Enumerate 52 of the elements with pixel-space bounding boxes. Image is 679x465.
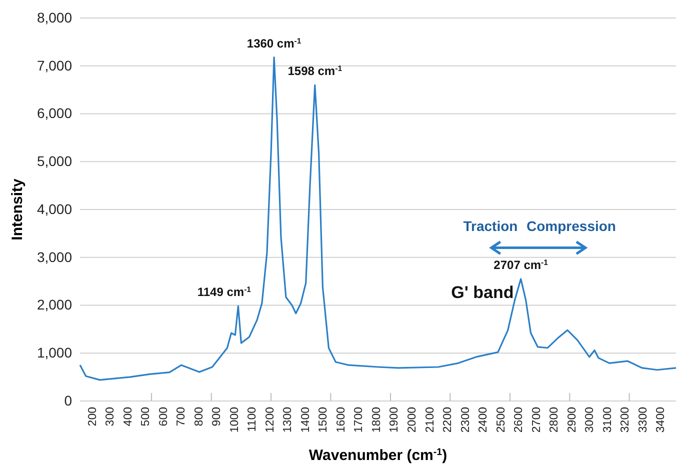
- x-tick-label: 3400: [655, 407, 668, 433]
- x-tick-label: 1500: [318, 407, 330, 433]
- y-tick-label: 3,000: [36, 248, 72, 265]
- x-tick-label: 200: [86, 407, 99, 426]
- annotation: 1360 cm$^{-1}$: [246, 36, 302, 50]
- x-axis-title: Wavenumber (cm$^{-1}$): [308, 446, 448, 464]
- x-tick-label: 1800: [370, 407, 383, 433]
- x-tick-label: 1300: [282, 407, 294, 433]
- x-tick-label: 3200: [620, 407, 632, 433]
- y-tick-label: 4,000: [36, 200, 72, 217]
- y-tick-label: 8,000: [36, 9, 72, 26]
- x-tick-label: 2200: [442, 407, 454, 433]
- x-tick-label: 3300: [637, 407, 650, 433]
- x-tick-label: 300: [104, 407, 117, 426]
- line-series: [79, 56, 677, 381]
- x-tick-label: 1900: [388, 407, 401, 433]
- annotation: Traction: [463, 218, 518, 234]
- x-tick-label: 2100: [424, 407, 436, 433]
- x-tick-label: 700: [176, 407, 188, 426]
- x-tick-label: 600: [158, 407, 170, 426]
- y-tick-label: 5,000: [36, 153, 72, 170]
- x-tick-label: 800: [193, 407, 206, 426]
- y-tick-label: 6,000: [36, 105, 72, 122]
- annotation: 1598 cm$^{-1}$: [288, 64, 343, 78]
- x-tick-label: 500: [140, 407, 152, 426]
- annotation: G' band: [451, 283, 514, 302]
- x-tick-label: 3000: [584, 407, 596, 433]
- x-tick-label: 2400: [478, 407, 490, 433]
- x-tick-label: 2600: [513, 407, 526, 433]
- x-tick-label: 2700: [530, 407, 543, 433]
- x-tick-label: 2500: [495, 407, 508, 433]
- x-tick-label: 1400: [300, 407, 312, 433]
- y-tick-label: 7,000: [36, 57, 72, 74]
- annotation: 2707 cm$^{-1}$: [494, 257, 549, 272]
- x-tick-label: 3100: [602, 407, 614, 433]
- x-tick-label: 2900: [566, 407, 578, 433]
- y-tick-label: 1,000: [36, 344, 72, 361]
- x-tick-label: 2800: [548, 407, 561, 433]
- y-tick-label: 0: [64, 392, 72, 408]
- x-tick-label: 1000: [228, 407, 241, 433]
- x-tick-label: 1600: [335, 407, 348, 433]
- y-tick-label: 2,000: [36, 296, 72, 313]
- annotation: Compression: [526, 218, 616, 234]
- x-tick-label: 1200: [264, 407, 276, 433]
- x-tick-label: 2000: [406, 407, 418, 433]
- y-axis-title: Intensity: [9, 178, 26, 240]
- annotation: 1149 cm$^{-1}$: [197, 284, 252, 300]
- x-tick-label: 400: [122, 407, 134, 426]
- x-tick-label: 1700: [353, 407, 366, 433]
- x-tick-label: 1100: [246, 407, 259, 432]
- x-tick-label: 2300: [460, 407, 472, 433]
- x-tick-label: 900: [211, 407, 224, 426]
